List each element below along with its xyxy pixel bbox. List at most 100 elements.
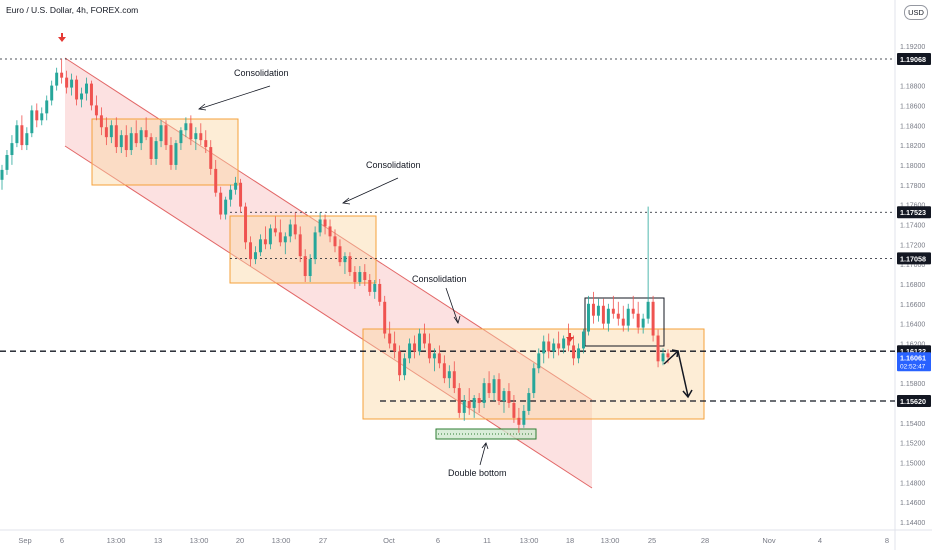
candle [477, 393, 481, 413]
candle [249, 236, 252, 267]
price-tick-label: 1.16800 [900, 282, 925, 289]
candle [129, 127, 133, 156]
countdown-label: 02:52:47 [900, 363, 926, 370]
candle [343, 252, 347, 275]
price-tag-label: 1.17523 [900, 208, 926, 217]
candle [631, 295, 635, 319]
candle [418, 328, 421, 356]
candle [55, 67, 59, 91]
candle [244, 202, 248, 250]
candle [507, 383, 511, 408]
candle [457, 383, 461, 418]
current-price-tag [897, 352, 931, 372]
time-tick-label: 6 [60, 536, 64, 545]
candle [169, 137, 173, 170]
consolidation-label-1: Consolidation [234, 68, 289, 78]
time-tick-label: 20 [236, 536, 244, 545]
candle [258, 234, 262, 257]
candle [542, 335, 546, 364]
consolidation-box-2 [229, 215, 377, 284]
candle [591, 291, 595, 324]
candle [214, 159, 218, 197]
candle [626, 303, 630, 332]
candle [413, 335, 417, 359]
candle [313, 226, 317, 265]
price-tag [897, 206, 931, 219]
candle [154, 137, 158, 165]
candle [65, 70, 69, 94]
candle [537, 348, 541, 374]
candle [621, 305, 625, 332]
candle [353, 266, 357, 289]
candle [199, 123, 203, 146]
candle [512, 395, 516, 423]
candle [447, 365, 451, 389]
price-tick-label: 1.14800 [900, 480, 925, 487]
time-tick-label: 18 [566, 536, 574, 545]
candle [89, 80, 93, 111]
price-tag-label: 1.16122 [900, 347, 926, 356]
price-tick-label: 1.15400 [900, 421, 925, 428]
time-tick-label: 27 [319, 536, 327, 545]
candle [636, 301, 640, 334]
candle [219, 186, 223, 220]
candle [517, 407, 521, 433]
candle [432, 348, 436, 372]
price-tag [897, 394, 931, 407]
candle [283, 232, 287, 255]
current-price-label: 1.16061 [900, 353, 926, 362]
candle [204, 130, 208, 154]
candle [323, 214, 327, 235]
candle [398, 345, 402, 382]
time-tick-label: 13:00 [601, 536, 620, 545]
candle [502, 388, 506, 413]
candle [189, 115, 193, 146]
time-tick-label: Oct [383, 536, 396, 545]
price-tags: 1.19068 1.17523 1.17058 1.16122 1.15620 1.160… [897, 53, 931, 407]
candle [422, 323, 426, 349]
candle [15, 120, 19, 148]
candle [30, 105, 34, 138]
candle [318, 212, 322, 237]
time-tick-label: 4 [818, 536, 822, 545]
price-tag-label: 1.19068 [900, 55, 926, 64]
channel-upper-line [64, 57, 593, 401]
candle [601, 298, 605, 329]
price-tick-label: 1.16400 [900, 322, 925, 329]
consolidation-label-3: Consolidation [412, 274, 467, 284]
price-tick-label: 1.15000 [900, 460, 925, 467]
candle [5, 150, 9, 175]
candle [452, 361, 456, 394]
candle [577, 343, 581, 364]
time-tick-label: Sep [18, 536, 31, 545]
candle [164, 120, 168, 151]
candle [328, 219, 332, 243]
candle [298, 226, 302, 263]
candle [616, 301, 620, 326]
candle [109, 120, 113, 144]
candle [179, 127, 183, 151]
price-tick-label: 1.17400 [900, 222, 925, 229]
candle [611, 295, 615, 319]
price-tick-label: 1.17800 [900, 183, 925, 190]
currency-button[interactable]: USD [904, 5, 928, 20]
time-tick-label: 13 [154, 536, 162, 545]
candle [408, 338, 412, 364]
time-axis: Sep 6 13:00 13 13:00 20 13:00 27 Oct 6 11 13:00 18 13… [18, 536, 889, 545]
time-tick-label: 11 [483, 536, 491, 545]
price-tick-label: 1.17000 [900, 262, 925, 269]
candle [586, 295, 590, 336]
candle [363, 264, 367, 286]
candle [0, 164, 4, 190]
candle [388, 321, 392, 349]
candle [403, 353, 407, 381]
candle [40, 107, 44, 126]
candle [174, 140, 178, 170]
candle [497, 373, 501, 405]
time-tick-label: 13:00 [190, 536, 209, 545]
candle [114, 117, 118, 154]
candle [50, 80, 54, 106]
price-tick-label: 1.18600 [900, 103, 925, 110]
